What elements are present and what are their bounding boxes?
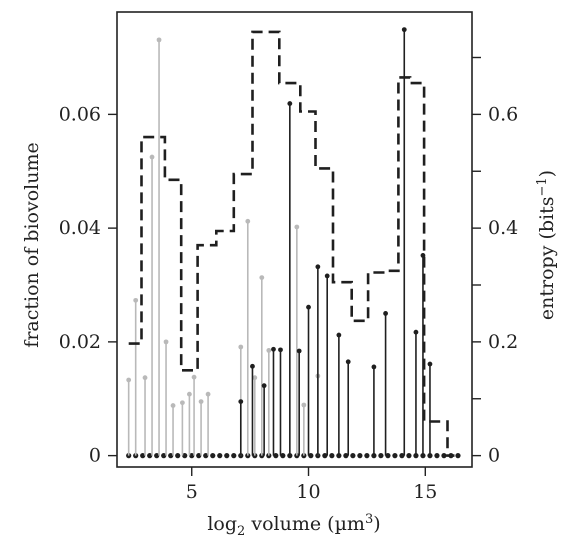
baseline-point [385,453,391,459]
baseline-point [168,453,174,459]
black-stem-point [371,364,377,370]
y2-axis-title-close: ) [536,170,558,177]
baseline-point [308,453,314,459]
grey-stem-point [133,297,139,303]
baseline-point [357,453,363,459]
baseline-point [329,453,335,459]
x-tick-label: 10 [296,481,320,503]
y2-tick-label: 0 [488,445,500,467]
baseline-point [210,453,216,459]
baseline-point [203,453,209,459]
grey-stem-point [170,403,176,408]
baseline-point [455,453,461,459]
grey-stem-point [179,400,185,406]
baseline-point [441,453,447,459]
baseline-point [399,453,405,459]
grey-stem-point [266,348,272,353]
baseline-point [217,453,223,459]
grey-stem-point [198,399,204,404]
baseline-point [175,453,181,459]
black-stem-point [278,347,283,353]
x-axis-title-close: ) [373,513,380,535]
grey-stem-point [294,224,300,230]
baseline-point [378,453,384,459]
baseline-point [189,453,195,459]
y2-axis-title-main: entropy (bits [536,196,558,320]
x-axis-title-rest: volume (µm [245,513,365,535]
y-tick-label: 0.06 [59,103,101,125]
grey-stem-point [259,275,265,281]
baseline-point [350,453,356,459]
baseline-point [196,453,202,459]
baseline-point [392,453,398,459]
grey-stem-point [126,377,132,383]
grey-stem-point [187,391,192,397]
baseline-point [161,453,167,459]
baseline-point [406,453,412,459]
baseline-point [343,453,349,459]
stems-layer [126,27,461,459]
y2-axis-title-sup: −1 [535,177,550,196]
y2-tick-label: 0.6 [488,103,518,125]
baseline-point [273,453,279,459]
black-stem-point [306,304,311,310]
black-stem-point [427,361,433,367]
grey-stem-point [191,374,197,380]
grey-stem-point [142,375,148,381]
black-stem-point [271,346,276,352]
y2-tick-label: 0.4 [488,217,518,239]
baseline-point [231,453,237,459]
grey-stem-point [238,344,244,350]
grey-stem-point [252,375,258,381]
black-stem-point [296,348,302,354]
black-stem-point [287,101,293,106]
black-stem-point [383,311,388,316]
baseline-point [224,453,230,459]
black-stem-point [238,399,244,404]
x-axis-title: log2 volume (µm3) [207,512,380,539]
entropy-step-line [128,30,455,457]
black-stem-point [261,383,267,389]
y-tick-label: 0 [89,445,101,467]
baseline-point [154,453,160,459]
baseline-point [147,453,153,459]
black-stem-point [336,332,342,338]
black-stem-point [401,27,407,33]
y-axis-title: fraction of biovolume [21,142,43,347]
grey-stem-point [156,37,162,43]
black-stem-point [250,363,255,369]
baseline-point [434,453,440,459]
plot-frame [116,11,473,468]
grey-stem-point [149,154,155,160]
x-tick-label: 5 [186,481,198,503]
x-axis-title-main: log [207,513,237,535]
grey-stem-point [163,339,169,345]
baseline-point [364,453,370,459]
x-axis-title-sub: 2 [237,524,245,539]
entropy-layer [128,30,455,457]
y2-tick-label: 0.2 [488,331,518,353]
baseline-point [140,453,146,459]
black-stem-point [315,264,321,270]
baseline-point [280,453,286,459]
grey-stem-point [301,402,307,408]
x-tick-label: 15 [413,481,437,503]
axes-layer: 0 0.02 0.04 0.06 0 0.2 0.4 0.6 5 10 15 [59,56,518,503]
x-axis-title-sup: 3 [365,512,373,527]
y-tick-label: 0.04 [59,217,101,239]
black-stem-point [413,329,419,335]
black-stem-point [324,273,330,279]
y2-axis-title: entropy (bits−1) [535,170,558,320]
black-stem-point [345,359,351,365]
baseline-point [322,453,328,459]
grey-stem-point [205,391,211,397]
baseline-point [182,453,188,459]
grey-stem-point [245,218,251,224]
y-tick-label: 0.02 [59,331,101,353]
